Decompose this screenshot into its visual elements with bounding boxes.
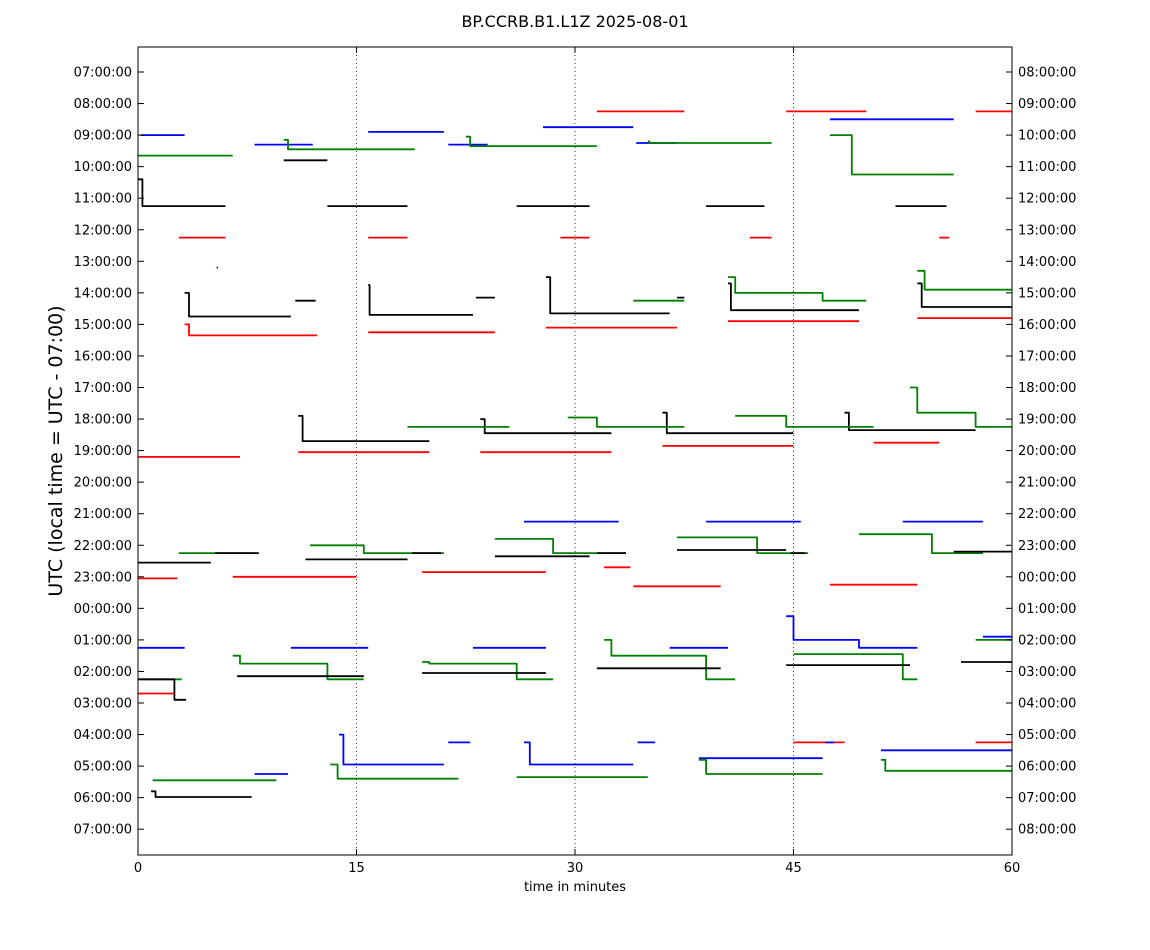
y-tick-label-right: 07:00:00 bbox=[1018, 791, 1076, 806]
y-ticks-left: 07:00:00 08:00:00 09:00:00 10:00:00 11:00:00… bbox=[74, 66, 144, 838]
y-tick-label-left: 06:00:00 bbox=[74, 791, 132, 806]
y-tick-label-right: 21:00:00 bbox=[1018, 476, 1076, 491]
y-tick-label-left: 19:00:00 bbox=[74, 444, 132, 459]
y-tick-label-right: 10:00:00 bbox=[1018, 129, 1076, 144]
grid-lines bbox=[356, 47, 794, 855]
y-tick-label-left: 03:00:00 bbox=[74, 697, 132, 712]
y-tick-label-right: 17:00:00 bbox=[1018, 349, 1076, 364]
y-tick-label-left: 17:00:00 bbox=[74, 381, 132, 396]
y-tick-label-right: 09:00:00 bbox=[1018, 97, 1076, 112]
trace-green-13 bbox=[407, 386, 1012, 428]
y-tick-label-right: 03:00:00 bbox=[1018, 665, 1076, 680]
y-tick-label-right: 08:00:00 bbox=[1018, 66, 1076, 81]
chart-title: BP.CCRB.B1.L1Z 2025-08-01 bbox=[461, 12, 688, 31]
y-tick-label-left: 23:00:00 bbox=[74, 570, 132, 585]
y-tick-label-left: 16:00:00 bbox=[74, 349, 132, 364]
y-tick-label-left: 07:00:00 bbox=[74, 823, 132, 838]
y-tick-label-right: 19:00:00 bbox=[1018, 413, 1076, 428]
y-tick-label-right: 14:00:00 bbox=[1018, 255, 1076, 270]
x-tick-label: 30 bbox=[567, 861, 584, 876]
y-tick-label-right: 00:00:00 bbox=[1018, 570, 1076, 585]
trace-green-2 bbox=[138, 135, 772, 157]
y-tick-label-right: 01:00:00 bbox=[1018, 602, 1076, 617]
x-tick-label: 0 bbox=[134, 861, 142, 876]
y-tick-label-right: 06:00:00 bbox=[1018, 760, 1076, 775]
y-tick-label-right: 23:00:00 bbox=[1018, 539, 1076, 554]
trace-black-6 bbox=[138, 178, 947, 207]
y-tick-label-right: 11:00:00 bbox=[1018, 160, 1076, 175]
y-tick-label-right: 12:00:00 bbox=[1018, 192, 1076, 207]
y-tick-label-left: 14:00:00 bbox=[74, 286, 132, 301]
y-tick-label-right: 20:00:00 bbox=[1018, 444, 1076, 459]
y-tick-label-left: 12:00:00 bbox=[74, 223, 132, 238]
y-tick-label-left: 00:00:00 bbox=[74, 602, 132, 617]
trace-green-16 bbox=[178, 533, 983, 554]
y-ticks-right: 08:00:00 09:00:00 10:00:00 11:00:00 12:00:00… bbox=[1006, 66, 1076, 838]
trace-black-27 bbox=[151, 790, 252, 798]
y-tick-label-left: 22:00:00 bbox=[74, 539, 132, 554]
y-tick-label-left: 05:00:00 bbox=[74, 760, 132, 775]
y-tick-label-right: 02:00:00 bbox=[1018, 633, 1076, 648]
trace-green-3 bbox=[829, 134, 954, 176]
trace-green-11 bbox=[633, 269, 1012, 302]
y-tick-label-left: 10:00:00 bbox=[74, 160, 132, 175]
y-tick-label-left: 20:00:00 bbox=[74, 476, 132, 491]
y-tick-label-right: 15:00:00 bbox=[1018, 286, 1076, 301]
y-tick-label-right: 05:00:00 bbox=[1018, 728, 1076, 743]
y-tick-label-left: 07:00:00 bbox=[74, 66, 132, 81]
y-tick-label-right: 08:00:00 bbox=[1018, 823, 1076, 838]
x-tick-label: 45 bbox=[785, 861, 802, 876]
y-tick-label-right: 13:00:00 bbox=[1018, 223, 1076, 238]
trace-red-10 bbox=[184, 317, 1012, 337]
x-ticks: 0 15 30 45 60 bbox=[134, 47, 1020, 876]
x-axis-label: time in minutes bbox=[524, 880, 626, 895]
y-tick-label-right: 22:00:00 bbox=[1018, 507, 1076, 522]
trace-black-9 bbox=[184, 276, 1012, 318]
y-tick-label-left: 04:00:00 bbox=[74, 728, 132, 743]
trace-red-18 bbox=[138, 566, 918, 588]
y-tick-label-left: 21:00:00 bbox=[74, 507, 132, 522]
trace-blue-19 bbox=[138, 615, 1012, 649]
x-tick-label: 60 bbox=[1004, 861, 1021, 876]
y-tick-label-right: 16:00:00 bbox=[1018, 318, 1076, 333]
y-tick-label-left: 13:00:00 bbox=[74, 255, 132, 270]
y-tick-label-left: 02:00:00 bbox=[74, 665, 132, 680]
y-tick-label-left: 18:00:00 bbox=[74, 413, 132, 428]
x-tick-label: 15 bbox=[348, 861, 365, 876]
y-tick-label-left: 01:00:00 bbox=[74, 633, 132, 648]
y-tick-label-left: 15:00:00 bbox=[74, 318, 132, 333]
trace-green-26 bbox=[152, 758, 1012, 782]
trace-blue-0 bbox=[140, 126, 677, 146]
y-tick-label-left: 08:00:00 bbox=[74, 97, 132, 112]
y-tick-label-right: 18:00:00 bbox=[1018, 381, 1076, 396]
trace-black-17 bbox=[138, 549, 1012, 564]
trace-blue-24 bbox=[339, 733, 1012, 766]
y-tick-label-left: 09:00:00 bbox=[74, 129, 132, 144]
trace-black-21 bbox=[138, 661, 1012, 701]
y-tick-label-left: 11:00:00 bbox=[74, 192, 132, 207]
y-tick-label-right: 04:00:00 bbox=[1018, 697, 1076, 712]
plot-traces bbox=[138, 110, 1012, 798]
y-axis-label: UTC (local time = UTC - 07:00) bbox=[45, 305, 67, 596]
trace-red-14 bbox=[138, 441, 940, 458]
